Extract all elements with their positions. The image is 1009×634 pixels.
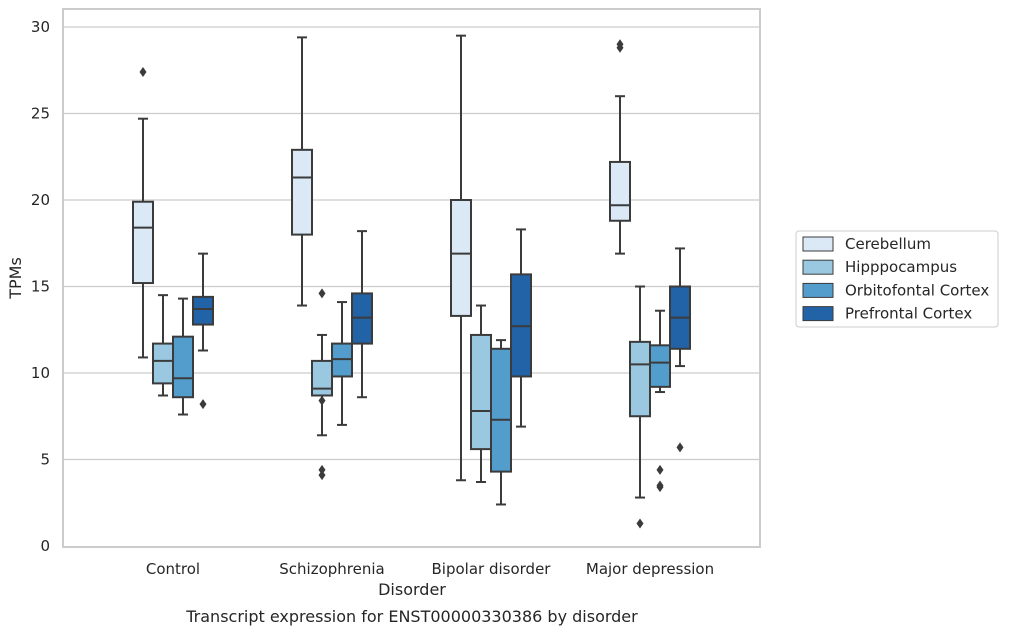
x-axis-title: Disorder (378, 580, 446, 599)
box-hipppocampus-2 (470, 304, 492, 483)
x-tick-label-schizophrenia: Schizophrenia (279, 560, 384, 578)
iqr-box (629, 340, 651, 418)
x-tick-label-control: Control (146, 560, 200, 578)
box-cerebellum-1 (291, 36, 313, 307)
box-hipppocampus-0 (152, 294, 174, 397)
legend-label: Orbitofontal Cortex (845, 281, 989, 299)
plot-area-frame (62, 8, 761, 548)
legend-item-orbitofontal-cortex: Orbitofontal Cortex (802, 281, 989, 299)
legend-swatch (802, 306, 834, 322)
box-prefrontal-cortex-2 (510, 228, 532, 428)
iqr-box (291, 148, 313, 236)
legend-frame (795, 230, 999, 328)
legend-item-prefrontal-cortex: Prefrontal Cortex (802, 305, 972, 323)
box-cerebellum-3 (609, 39, 631, 255)
box-prefrontal-cortex-1 (351, 230, 373, 399)
outlier-point (616, 39, 624, 50)
outlier-point (318, 288, 326, 299)
iqr-box (152, 342, 174, 385)
outlier-point (318, 470, 326, 481)
legend-item-cerebellum: Cerebellum (802, 235, 931, 253)
legend-swatch (802, 236, 834, 252)
chart-title: Transcript expression for ENST0000033038… (185, 607, 638, 626)
outlier-point (636, 518, 644, 529)
y-tick-label-30: 30 (31, 18, 50, 36)
x-tick-label-bipolar-disorder: Bipolar disorder (432, 560, 552, 578)
y-tick-labels: 0 5 10 15 20 25 30 (31, 18, 50, 555)
legend: Cerebellum Hipppocampus Orbitofontal Corte… (795, 230, 999, 328)
box-cerebellum-2 (450, 34, 472, 482)
box-cerebellum-0 (132, 66, 154, 359)
legend-label: Prefrontal Cortex (845, 305, 972, 323)
legend-swatch (802, 259, 834, 275)
box-orbitofontal-cortex-3 (649, 309, 671, 493)
outlier-point (318, 395, 326, 406)
y-tick-label-25: 25 (31, 105, 50, 123)
box-prefrontal-cortex-3 (669, 247, 691, 453)
y-tick-label-10: 10 (31, 364, 50, 382)
y-tick-label-5: 5 (40, 451, 50, 469)
x-tick-labels: Control Schizophrenia Bipolar disorder Majo… (146, 560, 714, 578)
box-hipppocampus-1 (311, 288, 333, 481)
outlier-point (318, 464, 326, 475)
iqr-box (172, 335, 194, 399)
outlier-point (139, 66, 147, 77)
outlier-point (676, 442, 684, 453)
iqr-box (450, 199, 472, 317)
legend-swatch (802, 282, 834, 298)
iqr-box (470, 333, 492, 451)
y-tick-label-15: 15 (31, 278, 50, 296)
outlier-point (199, 399, 207, 410)
iqr-box (649, 344, 671, 388)
legend-item-hipppocampus: Hipppocampus (802, 258, 957, 276)
legend-label: Cerebellum (845, 235, 931, 253)
box-layer (132, 34, 691, 529)
outlier-point (656, 464, 664, 475)
box-orbitofontal-cortex-2 (490, 339, 512, 506)
y-tick-label-0: 0 (40, 537, 50, 555)
y-tick-label-20: 20 (31, 191, 50, 209)
box-prefrontal-cortex-0 (192, 252, 214, 410)
iqr-box (490, 347, 512, 473)
box-orbitofontal-cortex-1 (331, 301, 353, 426)
box-hipppocampus-3 (629, 285, 651, 529)
x-tick-label-major-depression: Major depression (586, 560, 714, 578)
iqr-box (132, 200, 154, 285)
iqr-box (609, 160, 631, 222)
box-orbitofontal-cortex-0 (172, 297, 194, 416)
outlier-point (656, 480, 664, 491)
iqr-box (192, 295, 214, 326)
legend-label: Hipppocampus (845, 258, 957, 276)
iqr-box (311, 359, 333, 397)
y-axis-title: TPMs (6, 257, 25, 300)
